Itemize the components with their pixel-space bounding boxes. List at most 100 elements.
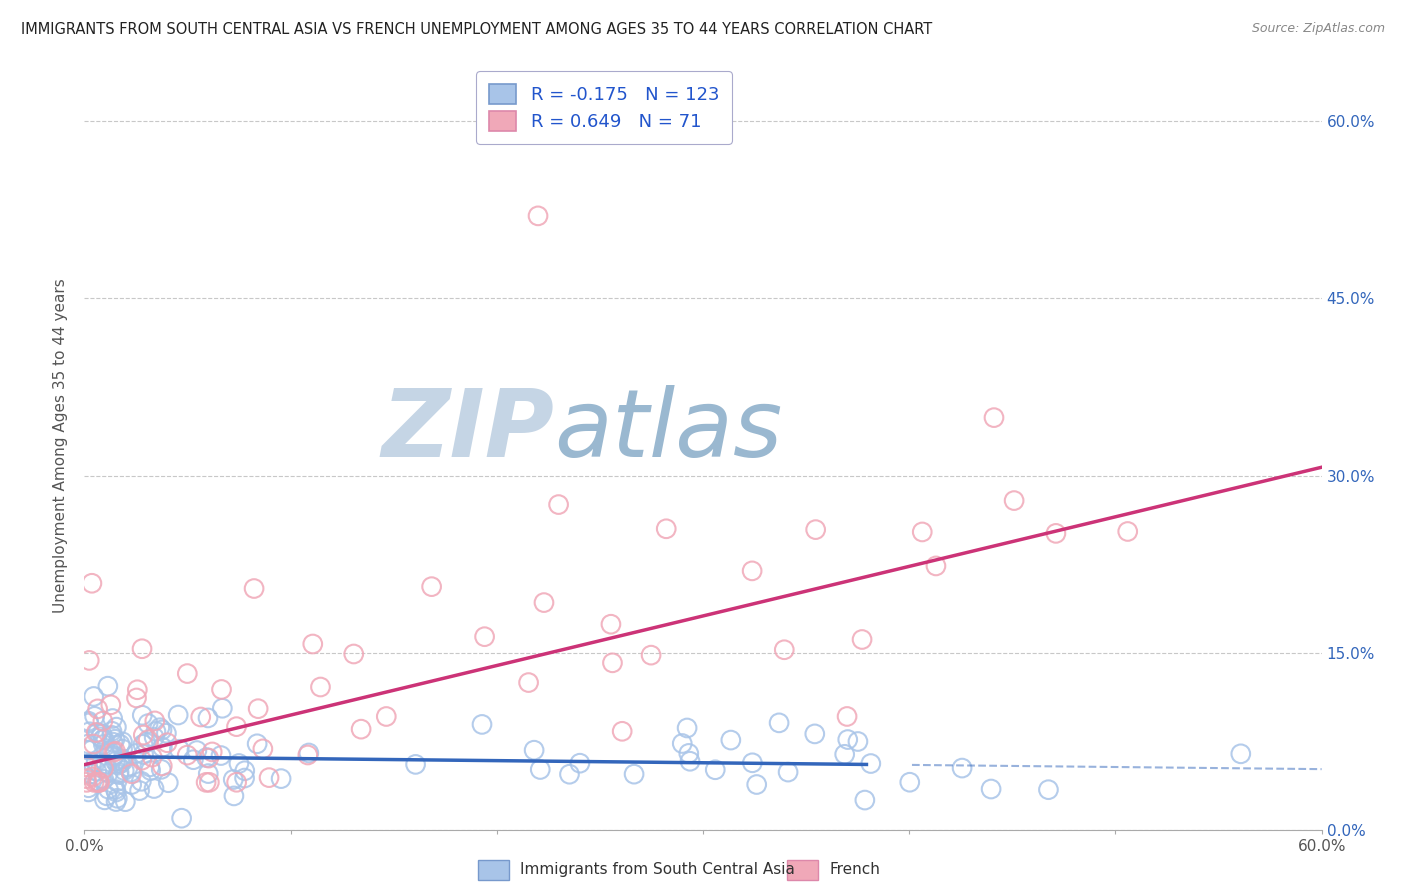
Point	[623, 767, 645, 781]
Point	[100, 698, 122, 712]
Point	[121, 766, 143, 780]
Point	[533, 596, 555, 610]
Point	[176, 748, 198, 763]
Point	[1038, 782, 1060, 797]
Point	[86, 764, 108, 779]
Point	[90, 727, 112, 741]
Point	[350, 722, 373, 736]
Point	[898, 775, 921, 789]
Point	[103, 745, 125, 759]
Point	[104, 782, 127, 797]
Point	[834, 747, 856, 762]
Point	[80, 743, 103, 757]
Point	[89, 730, 111, 744]
Point	[568, 756, 591, 771]
Point	[101, 712, 124, 726]
Point	[80, 576, 103, 591]
Point	[233, 771, 256, 785]
Point	[1116, 524, 1139, 539]
Point	[108, 737, 131, 751]
Point	[75, 772, 97, 786]
Point	[773, 642, 796, 657]
Point	[103, 748, 125, 763]
Point	[96, 789, 118, 803]
Point	[156, 736, 179, 750]
Point	[851, 632, 873, 647]
Point	[679, 754, 702, 768]
Point	[517, 675, 540, 690]
Text: Immigrants from South Central Asia: Immigrants from South Central Asia	[520, 863, 796, 877]
Point	[86, 702, 108, 716]
Point	[84, 755, 107, 769]
Point	[80, 756, 103, 770]
Point	[131, 641, 153, 656]
Point	[101, 728, 124, 742]
Point	[252, 742, 274, 756]
Point	[225, 775, 247, 789]
Point	[131, 753, 153, 767]
Point	[120, 765, 142, 780]
Point	[671, 737, 693, 751]
Point	[859, 756, 882, 771]
Point	[211, 701, 233, 715]
Point	[745, 778, 768, 792]
Point	[523, 743, 546, 757]
Point	[222, 772, 245, 787]
Point	[197, 711, 219, 725]
Point	[127, 682, 149, 697]
Point	[75, 760, 97, 774]
Point	[474, 630, 496, 644]
Point	[145, 724, 167, 739]
Point	[143, 781, 166, 796]
Point	[77, 780, 100, 795]
Y-axis label: Unemployment Among Ages 35 to 44 years: Unemployment Among Ages 35 to 44 years	[53, 278, 69, 614]
Point	[104, 755, 127, 769]
Point	[105, 720, 128, 734]
Point	[558, 767, 581, 781]
Point	[804, 727, 827, 741]
Point	[167, 708, 190, 723]
Point	[77, 653, 100, 667]
Point	[132, 737, 155, 751]
Point	[343, 647, 366, 661]
Point	[471, 717, 494, 731]
Point	[527, 209, 550, 223]
Point	[111, 752, 134, 766]
Point	[197, 751, 219, 765]
Point	[105, 785, 128, 799]
Point	[640, 648, 662, 662]
Point	[111, 742, 134, 756]
Point	[222, 789, 245, 803]
Text: ZIP: ZIP	[381, 384, 554, 476]
Point	[257, 771, 280, 785]
Point	[602, 656, 624, 670]
Point	[93, 732, 115, 747]
Point	[950, 761, 973, 775]
Point	[87, 725, 110, 739]
Point	[121, 777, 143, 791]
Point	[297, 747, 319, 762]
Point	[105, 795, 128, 809]
Point	[529, 763, 551, 777]
Point	[804, 523, 827, 537]
Text: Source: ZipAtlas.com: Source: ZipAtlas.com	[1251, 22, 1385, 36]
Point	[101, 724, 124, 739]
Point	[132, 747, 155, 762]
Point	[155, 726, 177, 740]
Point	[79, 724, 101, 739]
Point	[136, 716, 159, 731]
Point	[211, 682, 233, 697]
Point	[741, 756, 763, 770]
Point	[89, 775, 111, 789]
Point	[105, 774, 128, 789]
Point	[835, 709, 858, 723]
Point	[247, 701, 270, 715]
Point	[405, 757, 427, 772]
Point	[80, 767, 103, 781]
Point	[152, 740, 174, 755]
Point	[108, 756, 131, 771]
Point	[104, 732, 127, 747]
Point	[131, 708, 153, 723]
Point	[612, 724, 634, 739]
Text: IMMIGRANTS FROM SOUTH CENTRAL ASIA VS FRENCH UNEMPLOYMENT AMONG AGES 35 TO 44 YE: IMMIGRANTS FROM SOUTH CENTRAL ASIA VS FR…	[21, 22, 932, 37]
